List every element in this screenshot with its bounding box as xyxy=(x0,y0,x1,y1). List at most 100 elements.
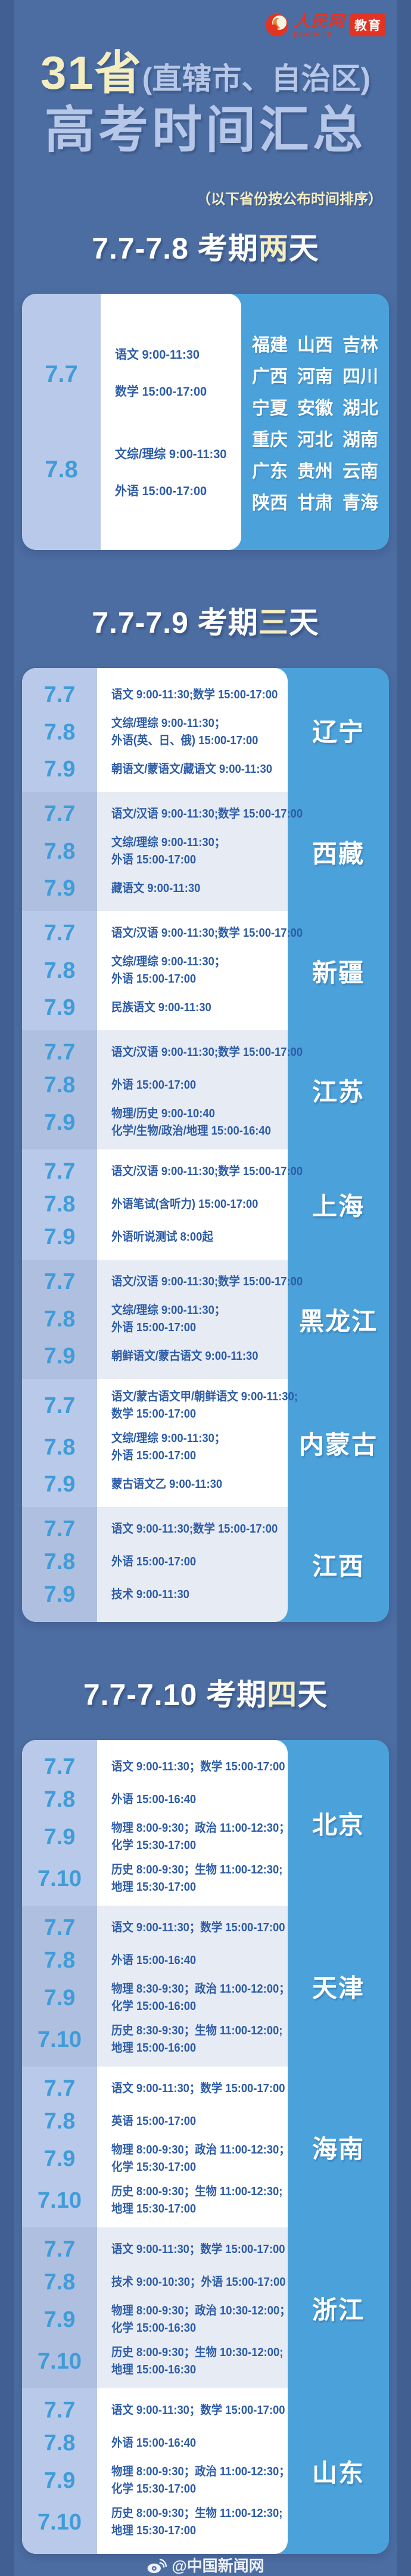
section-title-prefix: 7.7-7.9 考期 xyxy=(92,606,259,640)
date-label: 7.9 xyxy=(43,1582,76,1608)
province-cell: 江西 xyxy=(288,1507,389,1623)
schedule-entry: 7.9 物理/历史 9:00-10:40 化学/生物/政治/地理 15:00-16:… xyxy=(22,1105,288,1140)
subject-lines: 语文/汉语 9:00-11:30;数学 15:00-17:00 xyxy=(97,1163,324,1180)
subject-lines: 物理/历史 9:00-10:40 化学/生物/政治/地理 15:00-16:40 xyxy=(97,1105,289,1140)
subject-line: 技术 9:00-10:30；外语 15:00-17:00 xyxy=(111,2276,286,2289)
schedule-entry: 7.9 物理 8:00-9:30；政治 11:00-12:30； 化学 15:30-… xyxy=(22,2142,290,2176)
date-label: 7.8 xyxy=(43,2109,76,2134)
date-label: 7.7 xyxy=(43,2237,76,2263)
date-label: 7.9 xyxy=(43,995,76,1021)
date-label: 7.8 xyxy=(43,1549,76,1575)
subject-line: 地理 15:30-17:00 xyxy=(111,2524,197,2538)
subject-line: 语文 9:00-11:30；数学 15:00-17:00 xyxy=(111,2082,285,2096)
schedule-entry: 7.8 外语 15:00-16:40 xyxy=(22,2431,288,2456)
province-grid: 福建 山西 吉林 广西 河南 四川 宁夏 安徽 湖北 重庆 河北 湖南 广东 贵州 云南 陕西 甘肃 青海 xyxy=(252,330,378,514)
province-row: 7.7 语文 9:00-11:30；数学 15:00-17:00 7.8 外语 15:… xyxy=(22,2388,389,2555)
province-cell: 新疆 xyxy=(288,911,389,1031)
date-label: 7.7 xyxy=(43,682,76,708)
schedule-entry: 7.9 技术 9:00-11:30 xyxy=(22,1582,288,1608)
subject-lines: 文综/理综 9:00-11:30； 外语 15:00-17:00 xyxy=(97,1430,288,1465)
schedule-entry: 7.8 外语 15:00-16:40 xyxy=(22,1787,288,1813)
province-column: 福建 山西 吉林 广西 河南 四川 宁夏 安徽 湖北 重庆 河北 湖南 广东 贵州 云南 陕西 甘肃 青海 xyxy=(241,294,389,550)
subject-lines: 外语 15:00-16:40 xyxy=(97,2435,288,2452)
date-label: 7.8 xyxy=(43,719,76,745)
subject-lines: 语文 9:00-11:30;数学 15:00-17:00 xyxy=(97,1521,297,1538)
subject-lines: 文综/理综 9:00-11:30； 外语(英、日、俄) 15:00-17:00 xyxy=(97,715,288,750)
logo-brand: 人民网 people.cn xyxy=(294,13,345,38)
date-label: 7.7 xyxy=(43,1159,76,1185)
subject-line: 藏语文 9:00-11:30 xyxy=(111,882,201,896)
province-cell: 江苏 xyxy=(288,1030,389,1150)
province-name: 广西 xyxy=(252,366,288,387)
subject-line: 技术 9:00-11:30 xyxy=(111,1588,189,1602)
subject-line: 外语 15:00-17:00 xyxy=(111,972,197,986)
subject-lines: 文综/理综 9:00-11:30； 外语 15:00-17:00 xyxy=(97,953,288,988)
schedule-entry: 7.10 历史 8:00-9:30；生物 11:00-12:30; 地理 15:30… xyxy=(22,2183,288,2218)
province-name: 贵州 xyxy=(297,461,333,481)
schedule-entry: 7.8 文综/理综 9:00-11:30； 外语(英、日、俄) 15:00-17:0… xyxy=(22,715,288,750)
province-name: 河北 xyxy=(297,430,333,450)
subject-line: 地理 15:30-17:00 xyxy=(111,1881,197,1894)
date-label: 7.9 xyxy=(43,1824,76,1850)
subject-lines: 语文/汉语 9:00-11:30;数学 15:00-17:00 xyxy=(97,806,324,823)
province-name: 青海 xyxy=(342,493,378,513)
subject-line: 外语 15:00-17:00 xyxy=(111,1079,197,1092)
main-title-line1: 31省(直辖市、自治区) xyxy=(0,46,411,99)
education-badge: 教育 xyxy=(350,14,386,36)
subject-lines: 语文 9:00-11:30；数学 15:00-17:00 xyxy=(97,1758,305,1776)
subject-lines: 外语笔试(含听力) 15:00-17:00 xyxy=(97,1196,288,1213)
schedule-entry: 7.9 外语听说测试 8:00起 xyxy=(22,1225,288,1250)
subject-lines: 文综/理综 9:00-11:30； 外语 15:00-17:00 xyxy=(97,1302,288,1337)
date-label: 7.9 xyxy=(43,1472,76,1497)
subject-line: 物理 8:30-9:30；政治 11:00-12:00； xyxy=(111,1983,290,1996)
province-name: 浙江 xyxy=(312,2295,365,2324)
section-two-days: 7.7-7.8 考期两天 7.7 7.8 语文 9:00-11:30 数学 15:00-… xyxy=(0,225,411,551)
section-title-prefix: 7.7-7.8 考期 xyxy=(92,232,259,266)
province-row: 7.7 语文/汉语 9:00-11:30;数学 15:00-17:00 7.8 外语笔… xyxy=(22,1149,389,1260)
subject-line: 地理 15:30-17:00 xyxy=(111,2202,197,2216)
section-title-three-days: 7.7-7.9 考期三天 xyxy=(0,599,411,642)
province-name: 江苏 xyxy=(312,1077,365,1106)
province-name: 四川 xyxy=(342,366,378,387)
subject-lines: 技术 9:00-11:30 xyxy=(97,1586,288,1604)
date-label: 7.7 xyxy=(43,2398,76,2423)
subject-line: 化学/生物/政治/地理 15:00-16:40 xyxy=(111,1124,271,1138)
schedule-card-three-days: 7.7 语文 9:00-11:30;数学 15:00-17:00 7.8 文综/理综 … xyxy=(22,668,389,1623)
date-label: 7.9 xyxy=(43,757,76,782)
subject-line: 外语 15:00-17:00 xyxy=(111,1449,197,1463)
subject-line: 朝鲜语文/蒙古语文 9:00-11:30 xyxy=(111,1350,259,1363)
subject-line: 蒙古语文乙 9:00-11:30 xyxy=(111,1478,223,1491)
subject-line: 历史 8:00-9:30；生物 11:00-12:30; xyxy=(111,2507,283,2521)
date-label: 7.8 xyxy=(43,2270,76,2295)
province-row: 7.7 语文/汉语 9:00-11:30;数学 15:00-17:00 7.8 文综/… xyxy=(22,1260,389,1379)
date-label: 7.9 xyxy=(43,1344,76,1369)
subject-line: 历史 8:00-9:30；生物 11:00-12:30; xyxy=(111,2185,283,2199)
subject-line: 化学 15:00-16:00 xyxy=(111,2000,197,2013)
subject-line: 外语 15:00-16:40 xyxy=(111,2437,197,2450)
province-cell: 海南 xyxy=(288,2067,389,2228)
subject-line: 外语 15:00-17:00 xyxy=(115,484,207,498)
subject-line: 语文 9:00-11:30；数学 15:00-17:00 xyxy=(111,1760,285,1774)
entries-column: 7.7 语文 9:00-11:30；数学 15:00-17:00 7.8 技术 9:0… xyxy=(22,2227,291,2389)
schedule-entry: 7.7 语文 9:00-11:30；数学 15:00-17:00 xyxy=(22,2398,288,2423)
people-daily-logo: 人民网 people.cn xyxy=(264,12,345,38)
subject-lines: 语文 9:00-11:30；数学 15:00-17:00 xyxy=(97,2402,305,2419)
province-name: 宁夏 xyxy=(252,398,288,418)
section-title-highlight: 四 xyxy=(267,1678,298,1712)
subject-lines: 语文 9:00-11:30;数学 15:00-17:00 xyxy=(97,686,297,704)
subject-line: 语文/汉语 9:00-11:30;数学 15:00-17:00 xyxy=(111,1275,303,1289)
main-title-highlight: 31省 xyxy=(40,46,142,99)
subject-line: 语文 9:00-11:30 xyxy=(115,347,200,362)
subject-lines: 语文 9:00-11:30；数学 15:00-17:00 xyxy=(97,2080,305,2098)
schedule-entry: 7.8 文综/理综 9:00-11:30； 外语 15:00-17:00 xyxy=(22,1430,288,1465)
schedule-entry: 7.7 语文/蒙古语文甲/朝鲜语文 9:00-11:30; 数学 15:00-17:… xyxy=(22,1388,298,1423)
section-three-days: 7.7-7.9 考期三天 7.7 语文 9:00-11:30;数学 15:00-17… xyxy=(0,599,411,1623)
date-label: 7.8 xyxy=(43,1073,76,1098)
date-label: 7.9 xyxy=(43,1225,76,1250)
schedule-entry: 7.8 技术 9:00-10:30；外语 15:00-17:00 xyxy=(22,2270,288,2295)
date-label: 7.7 xyxy=(43,801,76,827)
subject-line: 历史 8:00-9:30；生物 10:30-12:00; xyxy=(111,2346,284,2360)
schedule-entry: 7.9 民族语文 9:00-11:30 xyxy=(22,995,288,1021)
province-row: 7.7 语文 9:00-11:30;数学 15:00-17:00 7.8 文综/理综 … xyxy=(22,668,389,793)
subject-line: 历史 8:30-9:30；生物 11:00-12:00; xyxy=(111,2024,283,2038)
